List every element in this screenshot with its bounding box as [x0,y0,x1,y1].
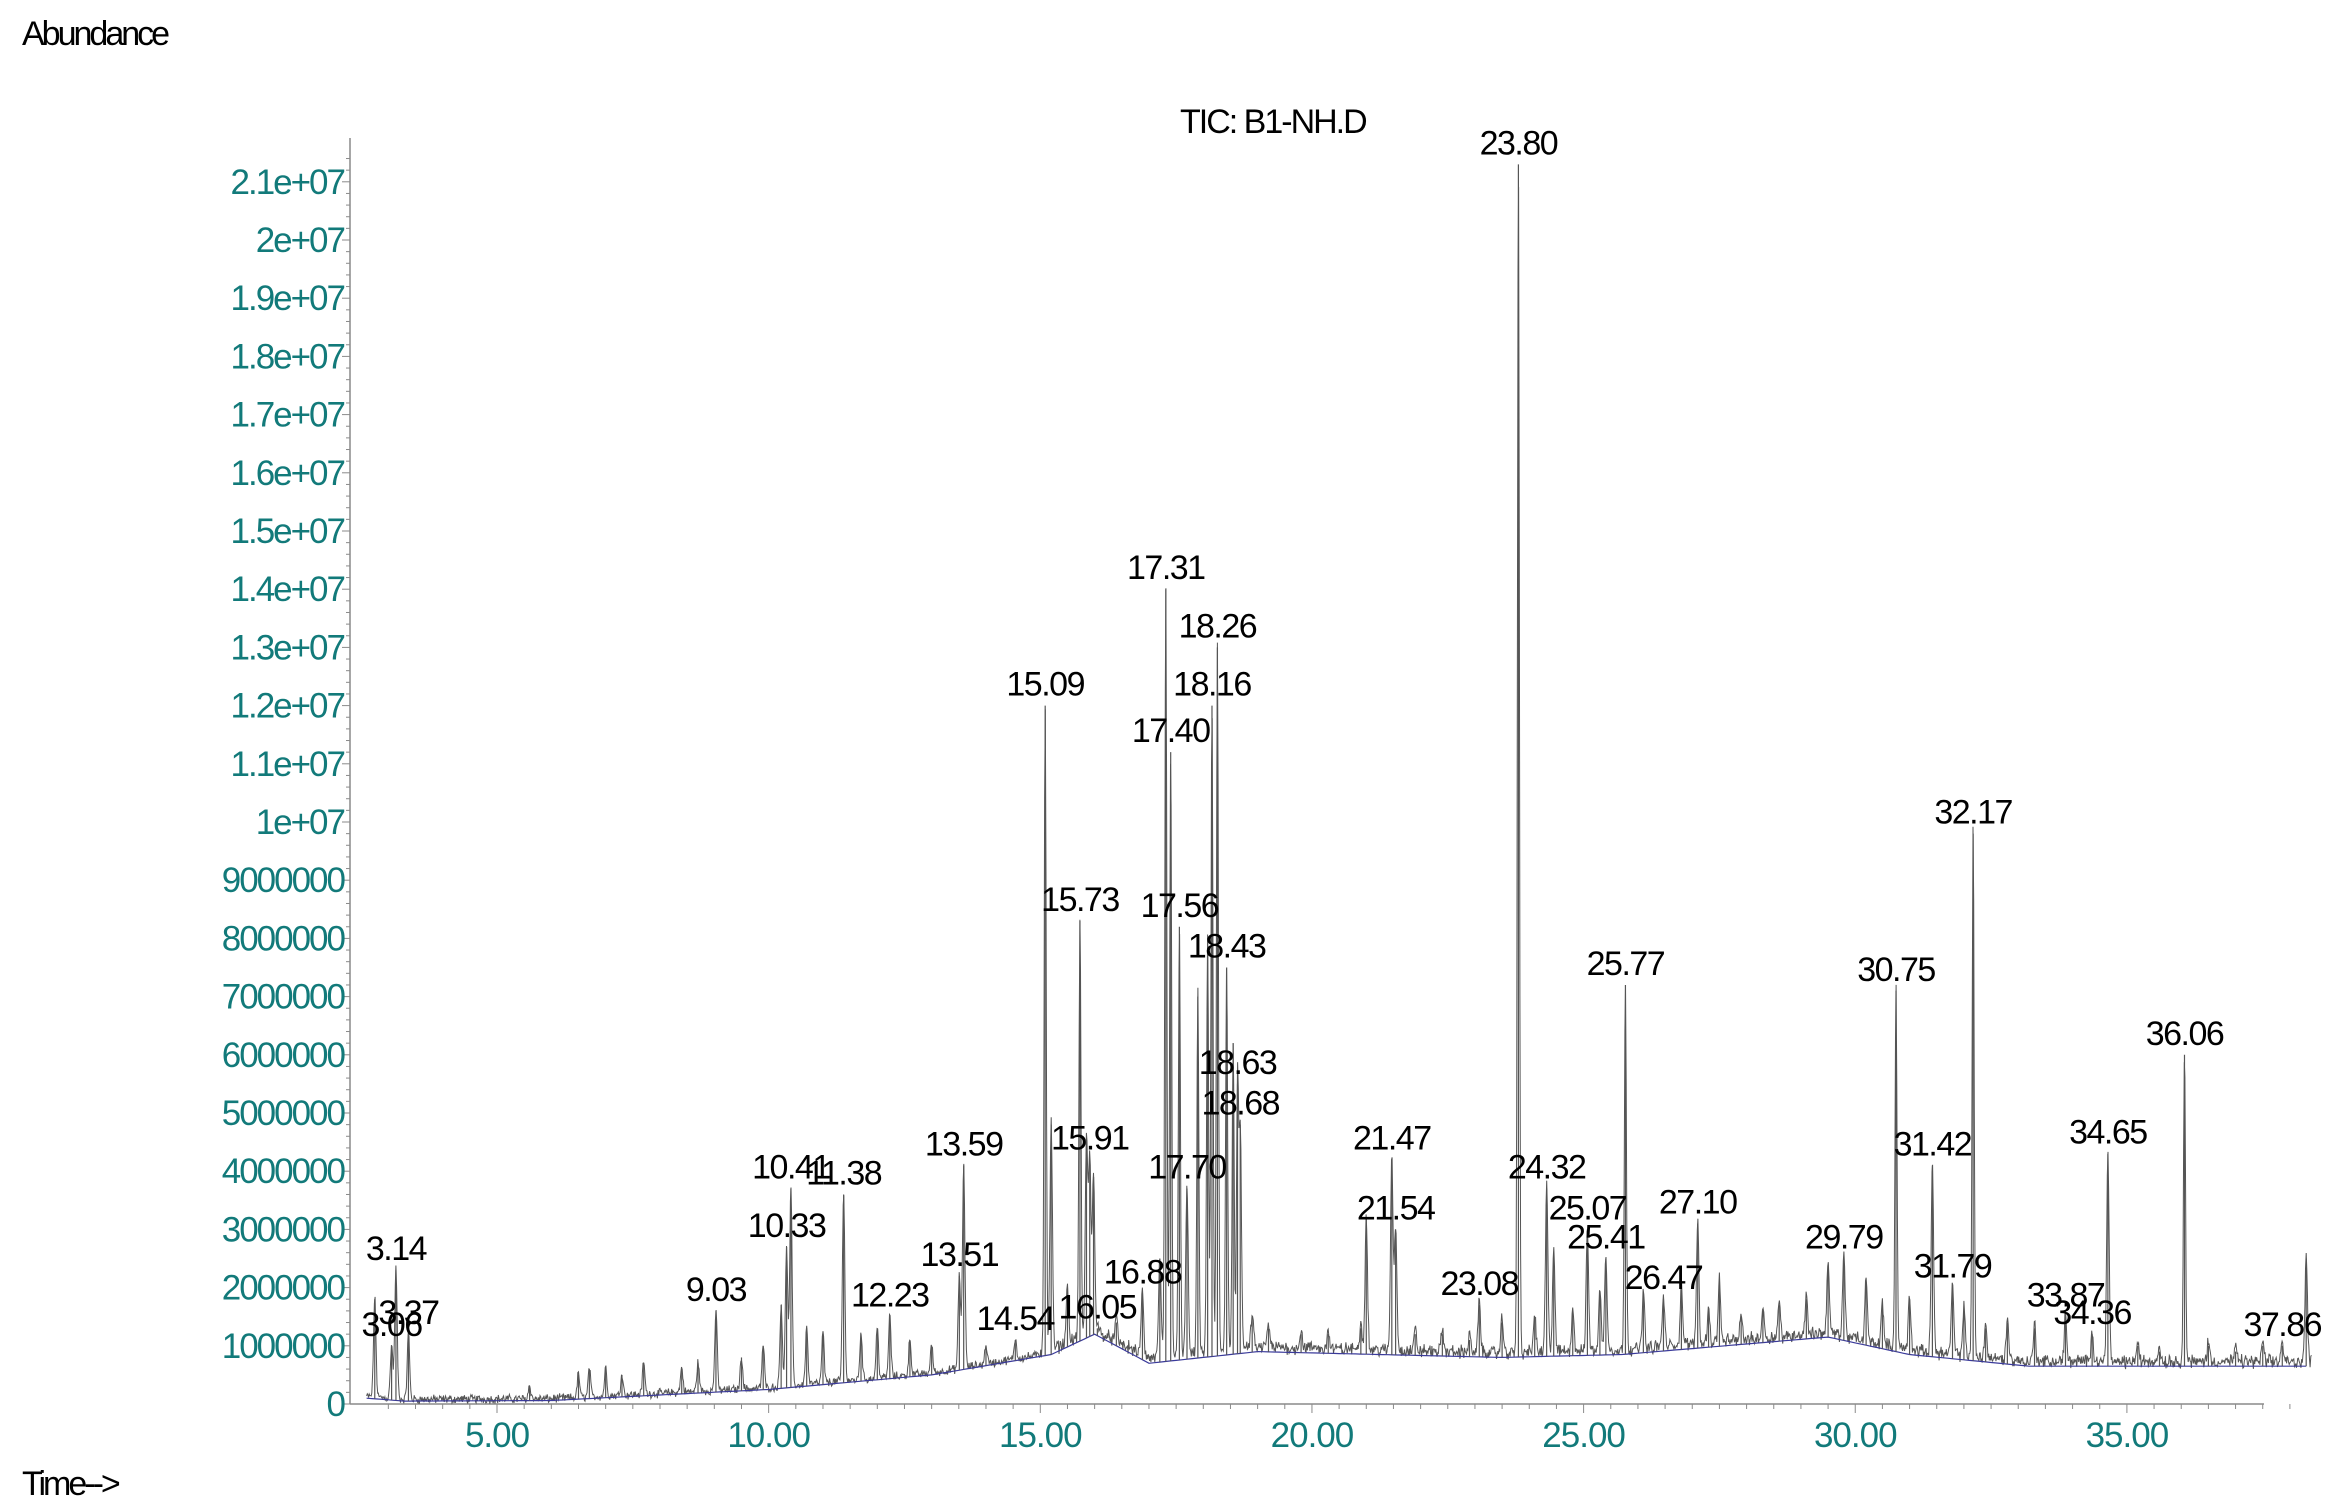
y-tick-label: 8000000 [222,919,346,958]
peak-label: 17.56 [1141,887,1219,925]
peak-label: 16.88 [1104,1253,1182,1291]
peak-label: 23.08 [1440,1265,1518,1303]
peak-label: 10.33 [748,1207,826,1245]
peak-label: 26.47 [1625,1259,1703,1297]
peak-label: 11.38 [806,1154,882,1192]
peak-label: 34.36 [2053,1294,2131,1332]
x-tick-label: 15.00 [999,1416,1082,1455]
peak-label: 17.70 [1148,1149,1226,1187]
peak-label: 23.80 [1480,124,1558,162]
peak-label: 37.86 [2243,1306,2321,1344]
y-tick-label: 3000000 [222,1210,346,1249]
y-tick-label: 2e+07 [256,221,345,260]
peak-label: 25.07 [1549,1189,1627,1227]
peak-label: 27.10 [1659,1184,1737,1222]
y-tick-label: 1.1e+07 [231,745,345,784]
peak-label: 17.31 [1127,549,1205,587]
y-tick-label: 1.4e+07 [231,570,345,609]
peak-label: 36.06 [2146,1015,2224,1053]
x-tick-label: 25.00 [1542,1416,1625,1455]
peak-label: 18.43 [1188,928,1266,966]
peak-label: 17.40 [1132,712,1210,750]
x-tick-label: 35.00 [2086,1416,2169,1455]
peak-label: 31.42 [1894,1125,1972,1163]
peak-label: 18.63 [1199,1044,1277,1082]
peak-label: 10.41 [752,1149,830,1187]
peak-label: 21.54 [1357,1189,1435,1227]
peak-label: 13.51 [921,1236,999,1274]
y-axis-title: Abundance [22,15,169,53]
y-tick-label: 1e+07 [256,803,345,842]
x-tick-label: 10.00 [727,1416,810,1455]
peak-label: 16.05 [1059,1288,1137,1326]
y-tick-label: 0 [327,1385,346,1424]
peak-label: 25.77 [1587,945,1665,983]
y-tick-label: 1.8e+07 [231,337,345,376]
y-tick-label: 1.7e+07 [231,396,345,435]
y-tick-label: 4000000 [222,1152,346,1191]
peak-label: 34.65 [2069,1114,2147,1152]
y-tick-label: 1000000 [222,1327,346,1366]
integration-baseline [366,1333,2307,1402]
y-tick-label: 2.1e+07 [231,163,345,202]
y-tick-label: 1.3e+07 [231,628,345,667]
peak-label: 12.23 [851,1277,929,1315]
x-tick-label: 20.00 [1271,1416,1354,1455]
y-tick-label: 7000000 [222,978,346,1017]
peak-label: 3.37 [378,1294,439,1332]
tic-trace [366,186,2312,1405]
peak-label: 18.68 [1201,1085,1279,1123]
peak-label: 14.54 [977,1300,1055,1338]
peak-label: 32.17 [1934,794,2012,832]
y-tick-label: 1.5e+07 [231,512,345,551]
y-tick-label: 6000000 [222,1036,346,1075]
y-tick-label: 5000000 [222,1094,346,1133]
x-tick-label: 5.00 [465,1416,530,1455]
y-tick-label: 2000000 [222,1269,346,1308]
y-tick-label: 1.6e+07 [231,454,345,493]
peak-label: 25.41 [1567,1219,1645,1257]
peak-label: 18.16 [1173,666,1251,704]
y-tick-label: 1.9e+07 [231,279,345,318]
peak-label: 15.09 [1006,666,1084,704]
peak-label: 31.79 [1914,1248,1992,1286]
x-tick-label: 30.00 [1814,1416,1897,1455]
peak-label: 15.73 [1041,881,1119,919]
y-tick-label: 9000000 [222,861,346,900]
peak-label: 21.47 [1353,1120,1431,1158]
peak-label: 3.06 [362,1306,423,1344]
peak-label: 33.87 [2027,1277,2105,1315]
y-tick-label: 1.2e+07 [231,687,345,726]
peak-label: 15.91 [1051,1120,1129,1158]
peak-label: 13.59 [925,1125,1003,1163]
x-axis-title: Time--> [22,1465,120,1503]
peak-label: 9.03 [686,1271,747,1309]
peak-label: 18.26 [1179,607,1257,645]
peak-label: 24.32 [1508,1149,1586,1187]
peak-label: 3.14 [366,1230,427,1268]
peak-label: 30.75 [1857,951,1935,989]
peak-label: 29.79 [1805,1219,1883,1257]
plot-area: 0 1000000 2000000 3000000 4000000 5000000 6000… [222,124,2323,1455]
chart-title: TIC: B1-NH.D [1180,103,1366,141]
